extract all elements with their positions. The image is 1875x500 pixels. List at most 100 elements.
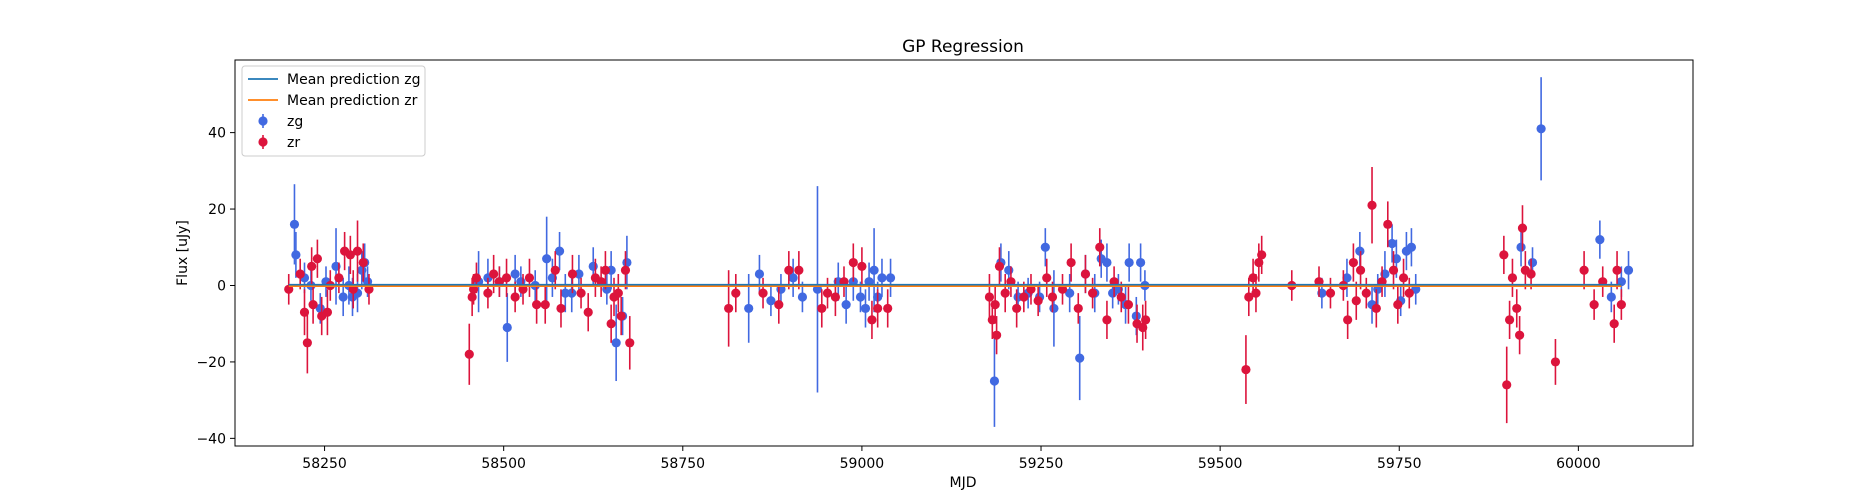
point-zr	[990, 299, 1000, 310]
y-tick-label: 40	[208, 126, 226, 142]
legend-swatch-zr	[258, 137, 268, 147]
point-zr	[308, 299, 318, 310]
point-zr	[1517, 223, 1528, 233]
point-zg	[1065, 288, 1075, 298]
plot-area	[284, 77, 1634, 427]
point-zr	[883, 303, 893, 314]
point-zr	[1012, 303, 1022, 314]
point-zr	[1502, 380, 1512, 390]
point-zr	[1612, 265, 1622, 275]
point-zg	[291, 250, 301, 260]
point-zr	[550, 265, 560, 275]
point-zr	[994, 261, 1005, 271]
point-zr	[600, 265, 611, 275]
point-zr	[1388, 265, 1399, 275]
point-zr	[524, 273, 535, 283]
plot-frame	[234, 59, 1694, 447]
point-zg	[766, 296, 776, 306]
point-zg	[754, 269, 765, 279]
point-zg	[885, 273, 896, 283]
y-tick-label: 0	[217, 278, 226, 294]
legend: Mean prediction zg Mean prediction zr zg zr	[241, 65, 426, 157]
point-zr	[1073, 303, 1083, 314]
point-zg	[788, 273, 798, 283]
point-zg	[869, 265, 879, 275]
point-zr	[1404, 288, 1414, 298]
point-zr	[576, 288, 586, 298]
y-tick-label: −20	[196, 355, 226, 371]
y-axis-title: Flux [uJy]	[175, 220, 191, 286]
point-zr	[510, 292, 520, 302]
chart-title: GP Regression	[902, 37, 1024, 57]
point-zg	[542, 254, 552, 264]
point-zg	[1595, 235, 1605, 245]
x-axis-title: MJD	[950, 475, 977, 491]
point-zg	[510, 269, 520, 279]
point-zg	[622, 257, 632, 268]
point-zg	[1342, 273, 1352, 283]
x-tick-label: 58750	[661, 456, 706, 472]
legend-box	[241, 65, 426, 157]
point-zr	[1609, 319, 1619, 329]
point-zr	[794, 265, 804, 275]
point-zg	[1606, 292, 1616, 302]
point-zr	[1141, 315, 1151, 325]
point-zg	[1040, 242, 1050, 252]
point-zr	[1102, 315, 1112, 325]
point-zr	[1348, 257, 1358, 268]
point-zr	[817, 303, 827, 314]
point-zr	[731, 288, 741, 298]
point-zr	[1499, 250, 1509, 260]
x-tick-label: 58250	[302, 456, 347, 472]
point-zr	[1579, 265, 1589, 275]
x-tick-label: 60000	[1556, 456, 1601, 472]
point-zg	[338, 292, 348, 302]
point-zg	[989, 376, 1000, 386]
y-tick-label: −40	[196, 431, 226, 447]
point-zr	[1526, 269, 1536, 279]
point-zr	[1343, 315, 1353, 325]
point-zr	[724, 303, 734, 314]
point-zr	[322, 307, 333, 317]
x-tick-label: 59000	[840, 456, 885, 472]
point-zr	[467, 292, 477, 302]
point-zr	[1616, 299, 1626, 310]
point-zr	[358, 257, 368, 268]
point-zg	[1124, 257, 1134, 268]
point-zg	[841, 299, 851, 310]
point-zr	[1244, 292, 1254, 302]
point-zg	[1004, 265, 1014, 275]
point-zr	[758, 288, 768, 298]
point-zr	[345, 250, 355, 260]
point-zg	[1516, 242, 1526, 252]
point-zr	[1095, 242, 1105, 252]
point-zr	[1361, 288, 1371, 298]
point-zr	[1000, 288, 1010, 298]
point-zr	[483, 288, 493, 298]
point-zg	[1406, 242, 1417, 252]
point-zr	[1398, 273, 1409, 283]
point-zr	[583, 307, 593, 317]
point-zg	[860, 303, 871, 314]
point-zg	[502, 322, 512, 333]
point-zr	[1019, 292, 1029, 302]
point-zr	[625, 338, 635, 348]
point-zr	[352, 246, 363, 256]
point-zg	[797, 292, 808, 302]
x-tick-label: 59500	[1198, 456, 1243, 472]
point-zg	[315, 303, 325, 314]
legend-label-mean-prediction-zg: Mean prediction zg	[287, 72, 421, 88]
point-zg	[1527, 257, 1538, 268]
point-zg	[289, 219, 300, 229]
y-tick-label: 20	[208, 202, 226, 218]
point-zg	[1102, 257, 1112, 268]
point-zr	[540, 299, 550, 310]
point-zr	[1033, 296, 1043, 306]
point-zg	[1623, 265, 1634, 275]
x-tick-label: 59250	[1019, 456, 1064, 472]
point-zr	[830, 292, 840, 302]
legend-label-zr: zr	[287, 135, 300, 151]
point-zr	[606, 319, 616, 329]
point-zg	[1075, 353, 1085, 363]
